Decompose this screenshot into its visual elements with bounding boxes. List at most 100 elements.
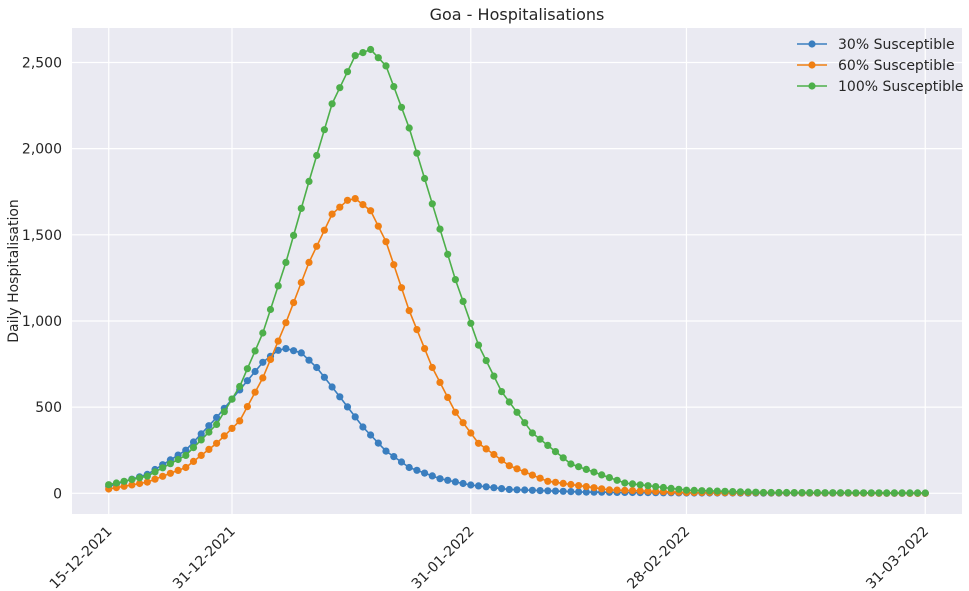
data-point <box>197 430 205 438</box>
data-point <box>498 456 506 464</box>
data-point <box>413 326 421 334</box>
data-point <box>197 436 205 444</box>
data-point <box>290 299 298 307</box>
data-point <box>297 349 305 357</box>
data-point <box>382 62 390 70</box>
data-point <box>829 489 837 497</box>
data-point <box>806 489 814 497</box>
data-point <box>790 489 798 497</box>
legend-marker <box>808 40 816 48</box>
data-point <box>228 424 236 432</box>
x-tick-label: 15-12-2021 <box>47 524 116 591</box>
data-point <box>367 207 375 215</box>
data-point <box>174 466 182 474</box>
data-point <box>166 469 174 477</box>
data-point <box>143 478 151 486</box>
data-point <box>251 388 259 396</box>
y-tick-label: 2,000 <box>22 142 62 158</box>
x-tick-label: 28-02-2022 <box>624 524 693 591</box>
data-point <box>105 481 113 489</box>
data-point <box>783 488 791 497</box>
data-point <box>628 480 637 488</box>
data-point <box>652 483 660 491</box>
data-point <box>505 462 513 470</box>
y-tick-label: 2,500 <box>22 55 62 71</box>
data-point <box>544 487 552 495</box>
data-point <box>274 346 282 354</box>
data-point <box>328 100 336 108</box>
data-point <box>621 479 629 487</box>
y-tick-label: 1,000 <box>22 314 62 330</box>
data-point <box>698 487 706 495</box>
data-point <box>521 468 529 476</box>
data-point <box>867 489 875 497</box>
data-point <box>343 68 352 76</box>
data-point <box>343 403 352 411</box>
data-point <box>860 489 868 497</box>
legend-item: 60% Susceptible <box>797 58 955 74</box>
data-point <box>328 383 336 391</box>
data-point <box>767 488 775 497</box>
data-point <box>528 471 537 479</box>
legend-label: 60% Susceptible <box>838 58 955 74</box>
data-point <box>397 103 406 111</box>
data-point <box>136 474 144 482</box>
data-point <box>536 474 544 482</box>
legend-marker <box>808 61 816 69</box>
data-point <box>644 487 652 495</box>
data-point <box>336 393 344 401</box>
data-point <box>528 429 537 437</box>
data-point <box>444 393 452 401</box>
data-point <box>421 345 429 353</box>
data-point <box>444 476 452 484</box>
data-point <box>182 463 190 472</box>
y-tick-label: 0 <box>53 486 62 502</box>
data-point <box>413 149 421 157</box>
legend-label: 30% Susceptible <box>838 37 955 53</box>
data-point <box>482 483 490 491</box>
data-point <box>498 388 506 396</box>
data-point <box>189 457 198 465</box>
data-point <box>605 474 614 482</box>
data-point <box>459 479 467 488</box>
data-point <box>659 483 668 492</box>
data-point <box>798 489 806 497</box>
data-point <box>729 488 737 496</box>
data-point <box>451 478 459 486</box>
data-point <box>428 363 436 372</box>
data-point <box>282 345 290 353</box>
data-point <box>328 210 336 218</box>
data-point <box>890 489 899 497</box>
data-point <box>559 487 567 495</box>
data-point <box>451 276 459 284</box>
data-point <box>836 489 845 497</box>
data-point <box>297 278 305 287</box>
data-point <box>490 450 498 459</box>
data-point <box>405 124 413 132</box>
y-axis-title: Daily Hospitalisation <box>6 199 22 343</box>
series-100-susceptible <box>105 45 929 497</box>
data-point <box>436 225 444 233</box>
data-point <box>313 363 321 372</box>
data-point <box>451 408 459 416</box>
data-point <box>382 447 390 455</box>
data-point <box>159 464 167 472</box>
data-point <box>498 485 506 493</box>
data-point <box>582 488 590 496</box>
data-point <box>490 484 498 492</box>
data-point <box>590 484 598 492</box>
data-point <box>521 419 529 427</box>
data-point <box>536 487 544 495</box>
data-point <box>706 487 714 495</box>
data-point <box>274 282 282 290</box>
x-tick-label: 31-01-2022 <box>409 524 478 591</box>
data-point <box>844 489 852 497</box>
data-point <box>467 481 475 489</box>
data-point <box>305 177 313 185</box>
data-point <box>852 489 860 497</box>
data-point <box>898 489 906 497</box>
data-point <box>636 487 644 495</box>
data-point <box>259 374 267 382</box>
legend: 30% Susceptible 60% Susceptible 100% Susce… <box>797 37 964 95</box>
data-point <box>243 403 251 411</box>
